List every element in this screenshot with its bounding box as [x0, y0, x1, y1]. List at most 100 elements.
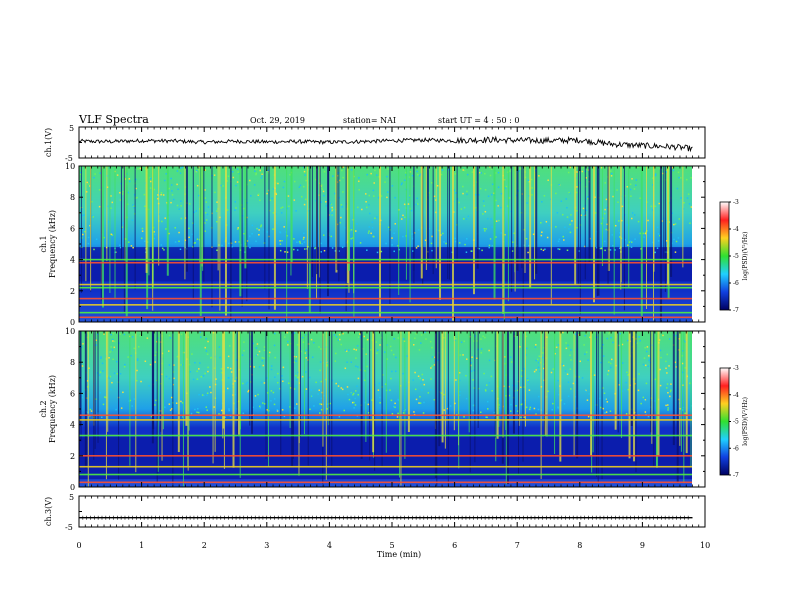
spectrogram-speckle	[611, 172, 613, 175]
spectrogram-speckle	[318, 389, 321, 391]
spectrogram-speckle	[115, 360, 118, 363]
spectrogram-speckle	[647, 415, 650, 418]
spectrogram-speckle	[490, 193, 493, 196]
spectrogram-speckle	[171, 408, 173, 410]
spectrogram-speckle	[265, 377, 268, 379]
spectrogram-speckle	[281, 409, 284, 411]
spectrogram-speckle	[253, 366, 255, 368]
spectrogram-speckle	[629, 188, 632, 191]
spheric-streak	[374, 331, 376, 471]
spectrogram-speckle	[412, 379, 414, 381]
spectrogram-speckle	[287, 382, 290, 384]
spheric-streak	[680, 331, 682, 452]
spectrogram-speckle	[180, 200, 182, 202]
spectrogram-speckle	[301, 336, 304, 339]
spheric-streak	[280, 331, 282, 456]
spectrogram-speckle	[605, 411, 608, 413]
spectrogram-speckle	[348, 349, 350, 351]
spheric-streak	[214, 331, 216, 452]
spectrogram-speckle	[665, 222, 667, 225]
spectrogram-speckle	[647, 219, 649, 222]
spectrogram-speckle	[472, 404, 475, 407]
y-tick-label: 2	[70, 452, 75, 461]
spectrogram-speckle	[440, 392, 443, 394]
spectrogram-speckle	[671, 212, 673, 214]
spectrogram-speckle	[494, 172, 497, 174]
spectrogram-speckle	[154, 233, 156, 236]
spectrogram-speckle	[686, 197, 689, 199]
spectrogram-speckle	[311, 395, 314, 397]
spectrogram-speckle	[687, 193, 690, 195]
spectrogram-speckle	[535, 369, 537, 371]
spheric-streak	[123, 166, 125, 314]
spectrogram-speckle	[557, 344, 560, 346]
spectrogram-speckle	[340, 343, 343, 346]
spectrogram-speckle	[609, 170, 612, 172]
spectrogram-speckle	[370, 172, 372, 175]
spectrogram-speckle	[497, 205, 499, 207]
spectrogram-speckle	[197, 169, 200, 171]
spectrogram-speckle	[431, 235, 433, 238]
spectrogram-speckle	[283, 226, 285, 228]
spheric-streak	[413, 166, 415, 271]
spectrogram-speckle	[417, 203, 419, 205]
spheric-streak	[529, 166, 532, 289]
spectrogram-speckle	[191, 233, 194, 236]
spectrogram-speckle	[680, 197, 682, 199]
spectrogram-speckle	[298, 186, 301, 188]
spectrogram-speckle	[549, 198, 552, 200]
spectrogram-speckle	[180, 400, 182, 403]
spectrogram-speckle	[635, 179, 638, 181]
spectrogram-speckle	[153, 231, 155, 233]
y-tick-label: 0	[70, 483, 75, 492]
spectrogram-speckle	[483, 372, 485, 375]
spectrogram-speckle	[216, 201, 218, 203]
spectrogram-speckle	[589, 336, 591, 339]
spheric-streak	[360, 331, 363, 459]
spectrogram-speckle	[504, 187, 507, 189]
spheric-streak	[158, 166, 160, 266]
spectrogram-speckle	[154, 404, 156, 406]
spectrogram-speckle	[583, 213, 585, 215]
spectrogram-speckle	[539, 361, 542, 364]
spectrogram-speckle	[576, 210, 578, 212]
spectrogram-speckle	[532, 233, 535, 236]
spectrogram-speckle	[535, 344, 537, 346]
spectrogram-speckle	[528, 408, 531, 411]
spectrogram-speckle	[495, 220, 498, 222]
spectrogram-speckle	[491, 226, 493, 228]
spectrogram-speckle	[286, 340, 289, 343]
spectrogram-speckle	[418, 349, 421, 351]
spectrogram-speckle	[454, 237, 456, 240]
spectrogram-speckle	[330, 203, 333, 205]
spectrogram-speckle	[376, 216, 378, 218]
narrowband-line	[79, 304, 692, 306]
spectrogram-speckle	[544, 248, 546, 251]
spectrogram-speckle	[164, 217, 166, 219]
spectrogram-speckle	[307, 354, 310, 356]
spectrogram-speckle	[88, 367, 90, 369]
spectrogram-speckle	[544, 221, 546, 223]
spectrogram-speckle	[518, 170, 520, 172]
spectrogram-speckle	[602, 387, 604, 389]
spectrogram-speckle	[204, 197, 207, 199]
spectrogram-speckle	[110, 333, 112, 336]
spectrogram-speckle	[79, 173, 82, 175]
spectrogram-speckle	[155, 399, 157, 402]
spectrogram-speckle	[394, 196, 396, 199]
spectrogram-speckle	[213, 406, 216, 408]
spectrogram-speckle	[281, 379, 284, 381]
spectrogram-speckle	[408, 218, 411, 220]
spectrogram-speckle	[600, 247, 603, 250]
spheric-streak	[448, 166, 450, 280]
spectrogram-speckle	[420, 334, 423, 336]
spectrogram-speckle	[548, 224, 550, 227]
spectrogram-speckle	[465, 374, 467, 377]
spectrogram-speckle	[149, 177, 151, 179]
spectrogram-speckle	[508, 394, 511, 397]
spectrogram-speckle	[470, 250, 473, 252]
spectrogram-speckle	[236, 228, 239, 230]
spectrogram-speckle	[313, 405, 315, 407]
spectrogram-speckle	[652, 177, 654, 179]
spectrogram-speckle	[658, 202, 661, 205]
